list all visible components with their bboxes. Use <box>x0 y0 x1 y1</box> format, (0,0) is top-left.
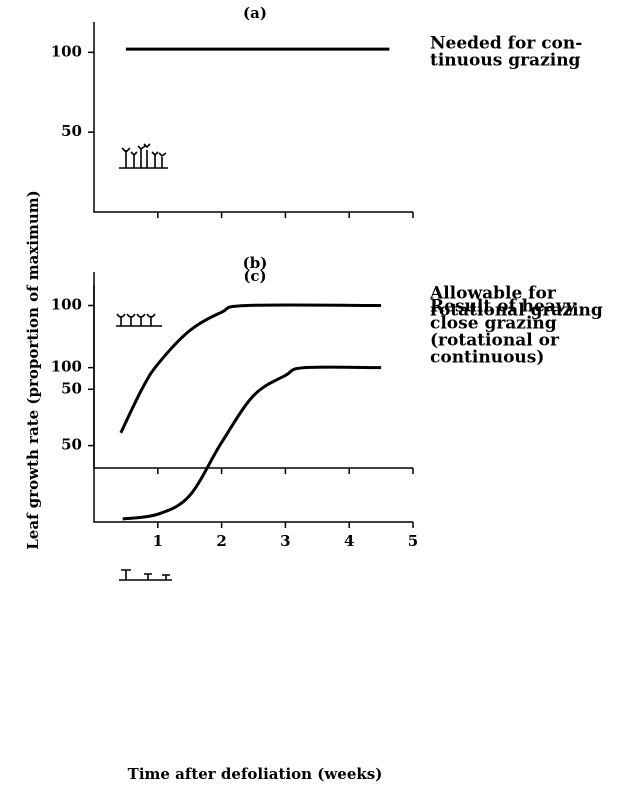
x-tick-label: 4 <box>344 532 354 550</box>
panel-title: (c) <box>243 267 266 285</box>
x-tick-label: 3 <box>280 532 290 550</box>
x-tick-label: 5 <box>408 532 418 550</box>
annotation: Result of heavy <box>430 297 577 317</box>
panel-title: (a) <box>243 4 267 22</box>
annotation: close grazing <box>430 314 557 334</box>
axis <box>93 285 413 523</box>
axis <box>93 22 413 213</box>
y-tick-label: 100 <box>51 296 82 314</box>
y-tick-label: 50 <box>61 436 82 454</box>
x-tick-label: 1 <box>153 532 163 550</box>
data-line <box>119 303 382 434</box>
y-tick-label: 100 <box>51 358 82 376</box>
annotation: (rotational or <box>430 331 560 351</box>
y-tick-label: 50 <box>61 379 82 397</box>
annotation: rotational grazing <box>430 301 603 321</box>
panel-title: (b) <box>243 254 268 272</box>
y-tick-label: 50 <box>61 122 82 140</box>
annotation: tinuous grazing <box>430 51 581 71</box>
plant-icon <box>116 313 162 327</box>
data-line <box>122 365 382 521</box>
plant-icon <box>119 143 168 169</box>
y-tick-label: 100 <box>51 42 82 60</box>
axis <box>93 272 413 469</box>
x-axis-label: Time after defoliation (weeks) <box>128 765 383 783</box>
annotation: Needed for con- <box>430 34 582 54</box>
annotation: continuous) <box>430 348 544 368</box>
annotation: Allowable for <box>429 284 557 304</box>
x-tick-label: 2 <box>216 532 226 550</box>
plant-icon <box>119 569 172 581</box>
y-axis-label: Leaf growth rate (proportion of maximum) <box>24 190 42 549</box>
